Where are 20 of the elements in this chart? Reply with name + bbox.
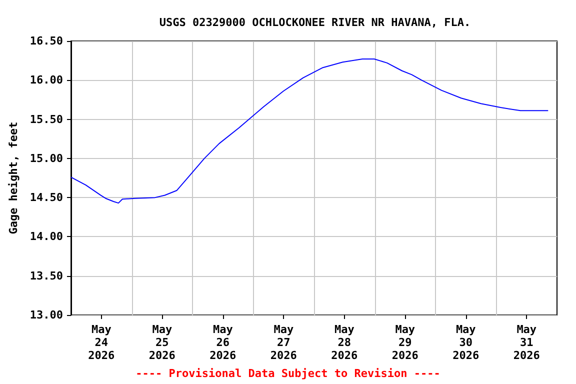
y-tick-label: 16.00 — [30, 74, 64, 87]
x-tick-label: May 28 2026 — [331, 323, 358, 362]
y-axis-title: Gage height, feet — [7, 122, 20, 234]
chart-title: USGS 02329000 OCHLOCKONEE RIVER NR HAVANA, FLA. — [159, 16, 471, 29]
text: ---- Provisional Data Subject to Revision ---- — [136, 367, 440, 380]
y-tick-label: 15.50 — [30, 112, 64, 126]
y-tick-label: 13.50 — [30, 269, 64, 282]
x-tick-label: May 27 2026 — [270, 323, 298, 362]
y-tick-label: 14.00 — [30, 230, 64, 244]
x-tick-label: May 30 2026 — [452, 323, 480, 362]
x-tick-label: May 26 2026 — [210, 323, 236, 362]
y-tick-label: 15.00 — [30, 152, 64, 165]
y-tick-label: 13.00 — [30, 308, 64, 322]
line-series — [70, 58, 549, 204]
y-tick-label: 14.50 — [30, 191, 64, 204]
x-tick-label: May 29 2026 — [392, 323, 419, 362]
x-tick-label: May 31 2026 — [513, 323, 540, 362]
x-tick-label: May 24 2026 — [88, 323, 116, 362]
x-tick-label: May 25 2026 — [148, 323, 176, 362]
y-tick-label: 16.50 — [30, 34, 64, 48]
